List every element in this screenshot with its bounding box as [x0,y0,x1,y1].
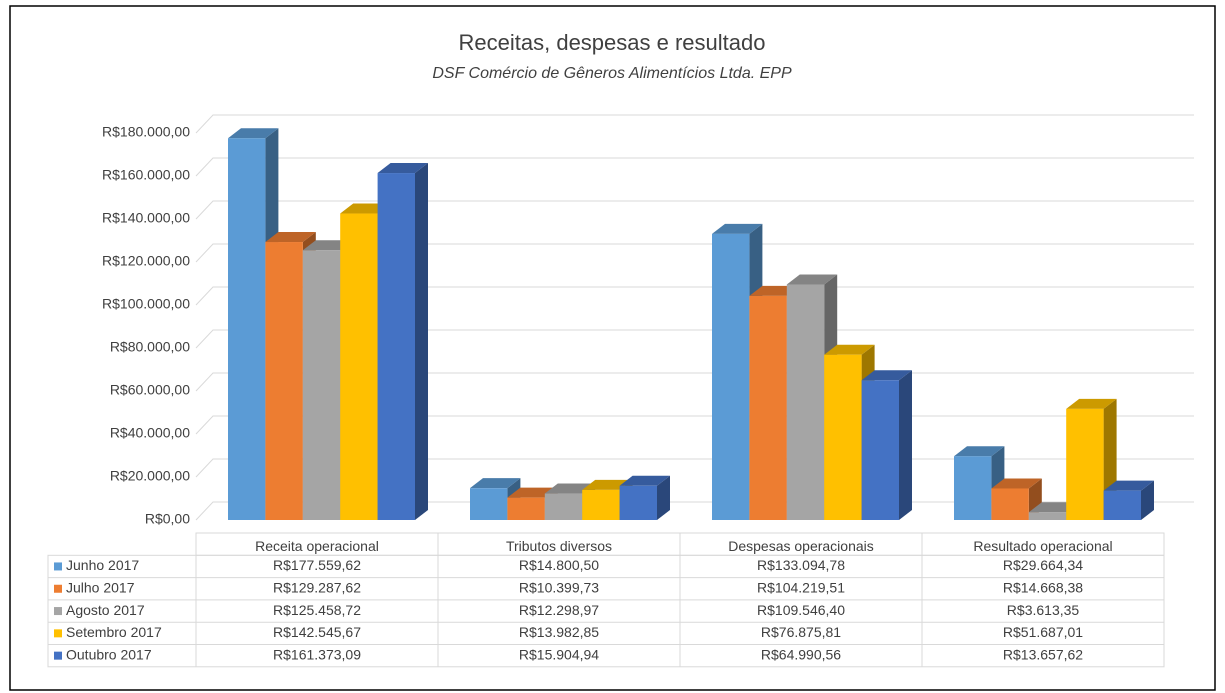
bar-side [415,163,428,520]
bar [954,446,1005,520]
y-tick-label: R$60.000,00 [110,382,190,398]
bar-front [619,485,657,520]
bar-front [824,354,862,520]
bar-side [1141,480,1154,520]
bar-top [1103,480,1154,491]
data-label: R$10.399,73 [519,579,599,595]
data-label: R$109.546,40 [757,602,845,618]
chart-title: Receitas, despesas e resultado [459,30,766,55]
bar-front [302,250,341,521]
bar-top [619,475,670,486]
data-label: R$3.613,35 [1007,602,1080,618]
legend-swatch [54,651,62,660]
y-tick-label: R$120.000,00 [102,253,190,269]
data-label: R$142.545,67 [273,624,361,640]
bar-top [470,478,521,489]
grid-line [195,157,1194,177]
data-label: R$129.287,62 [273,579,361,595]
bar-top [265,232,316,243]
data-label: R$51.687,01 [1003,624,1083,640]
bar-front [954,456,992,520]
y-tick-label: R$140.000,00 [102,210,190,226]
bar-front [749,295,787,520]
grid-line [195,329,1194,349]
bar-front [1066,408,1104,520]
x-tick-label: Tributos diversos [506,538,612,554]
bar-top [712,223,763,234]
bar-side [899,370,912,520]
data-label: R$14.668,38 [1003,579,1083,595]
bar-top [954,446,1005,457]
y-tick-label: R$180.000,00 [102,124,190,140]
bar-front [991,488,1029,520]
x-tick-label: Receita operacional [255,538,379,554]
bar-front [861,380,899,520]
grid-line [195,243,1194,263]
data-label: R$29.664,34 [1003,557,1083,573]
bar [991,478,1042,520]
y-tick-label: R$20.000,00 [110,468,190,484]
data-label: R$13.657,62 [1003,646,1083,662]
bar-front [470,488,508,520]
legend-label: Junho 2017 [66,557,139,573]
y-tick-label: R$40.000,00 [110,425,190,441]
data-label: R$64.990,56 [761,646,841,662]
y-tick-label: R$100.000,00 [102,296,190,312]
grid-line [195,114,1194,134]
data-label: R$177.559,62 [273,557,361,573]
bar [377,163,428,520]
bar-front [582,489,620,520]
grid-line [195,200,1194,220]
y-tick-label: R$80.000,00 [110,339,190,355]
data-label: R$125.458,72 [273,602,361,618]
bar-front [712,233,750,520]
bar-front [507,497,545,520]
bar [749,285,800,520]
legend-label: Outubro 2017 [66,646,152,662]
bar-top [1066,398,1117,409]
bar [470,478,521,520]
bar-top [377,163,428,174]
legend-swatch [54,629,62,638]
legend-label: Agosto 2017 [66,602,145,618]
bar-side [657,475,670,520]
bar-front [340,213,378,521]
data-label: R$104.219,51 [757,579,845,595]
data-label: R$76.875,81 [761,624,841,640]
y-tick-label: R$160.000,00 [102,167,190,183]
bar-front [544,493,583,520]
data-label: R$133.094,78 [757,557,845,573]
bar-top [824,344,875,355]
bar-front [1103,490,1141,520]
data-label: R$12.298,97 [519,602,599,618]
legend-swatch [54,562,62,571]
x-tick-label: Resultado operacional [973,538,1112,554]
bar-front [228,138,266,520]
legend-swatch [54,607,62,616]
bar-top [861,370,912,381]
bar-front [1028,512,1067,520]
x-tick-label: Despesas operacionais [728,538,874,554]
bar-top [786,274,838,285]
data-label: R$14.800,50 [519,557,599,573]
legend-swatch [54,584,62,593]
data-label: R$161.373,09 [273,646,361,662]
chart-frame [9,5,1216,691]
data-label: R$15.904,94 [519,646,599,662]
bar-top [991,478,1042,489]
legend-label: Setembro 2017 [66,624,162,640]
chart-subtitle: DSF Comércio de Gêneros Alimentícios Ltd… [432,65,792,82]
data-label: R$13.982,85 [519,624,599,640]
legend-label: Julho 2017 [66,579,135,595]
grid-line [195,286,1194,306]
bar [619,475,670,520]
bar-front [377,173,415,520]
bar-front [786,284,825,520]
bar-top [228,128,279,139]
y-tick-label: R$0,00 [145,511,190,527]
bar [861,370,912,520]
bar-front [265,242,303,520]
bar [1103,480,1154,520]
